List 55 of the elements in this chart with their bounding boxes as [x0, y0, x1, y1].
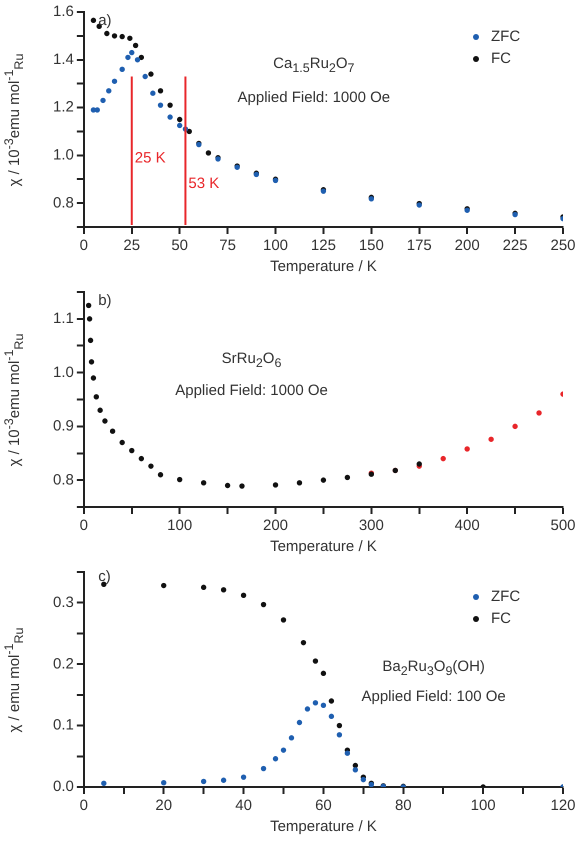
- x-tick-label: 150: [358, 237, 384, 254]
- legend-label: FC: [491, 49, 511, 69]
- annotation: Applied Field: 100 Oe: [361, 688, 506, 706]
- ref-line-label: 25 K: [134, 149, 166, 166]
- x-tick-label: 100: [167, 517, 192, 534]
- x-tick-label: 0: [80, 797, 88, 814]
- annotation: Ba$_{2}$Ru$_{3}$O$_{9}$(OH): [382, 658, 485, 678]
- x-tick-label: 125: [310, 237, 336, 254]
- y-tick-label: 1.2: [52, 98, 74, 116]
- annotation: SrRu$_{2}$O$_{6}$: [222, 350, 282, 370]
- x-tick-label: 225: [502, 237, 528, 254]
- y-tick-label: 0.0: [52, 778, 74, 796]
- x-tick-label: 25: [123, 237, 140, 254]
- x-tick-label: 200: [454, 237, 480, 254]
- x-tick-label: 80: [394, 797, 412, 814]
- legend-label: FC: [491, 609, 511, 629]
- x-tick-label: 400: [454, 517, 480, 534]
- y-tick-label: 0.1: [52, 716, 74, 734]
- x-tick-label: 500: [550, 517, 576, 534]
- x-tick-label: 0: [80, 517, 88, 534]
- x-axis-title: Temperature / K: [270, 818, 377, 836]
- x-tick-label: 175: [406, 237, 432, 254]
- y-tick-label: 0.8: [52, 471, 74, 488]
- y-tick-label: 0.8: [52, 194, 74, 212]
- y-tick-label: 1.0: [52, 364, 74, 381]
- legend-label: ZFC: [491, 27, 520, 47]
- y-tick-label: 1.4: [52, 50, 74, 68]
- y-tick-label: 0.9: [52, 418, 74, 435]
- x-tick-label: 100: [470, 797, 496, 814]
- x-tick-label: 300: [358, 517, 384, 534]
- x-tick-label: 200: [262, 517, 288, 534]
- y-tick-label: 1.0: [52, 146, 74, 164]
- x-tick-label: 0: [80, 237, 88, 254]
- x-tick-label: 60: [315, 797, 332, 814]
- x-tick-label: 120: [550, 797, 576, 814]
- x-tick-label: 75: [219, 237, 236, 254]
- annotation: Ca$_{1.5}$Ru$_{2}$O$_{7}$: [273, 55, 354, 75]
- y-tick-label: 0.2: [52, 655, 74, 672]
- legend-label: ZFC: [491, 587, 520, 607]
- x-axis-title: Temperature / K: [270, 538, 377, 556]
- annotation: b): [98, 292, 112, 309]
- x-tick-label: 40: [235, 797, 252, 814]
- x-tick-label: 250: [550, 237, 576, 254]
- y-tick-label: 0.3: [52, 594, 74, 611]
- annotation: c): [98, 568, 111, 585]
- x-tick-label: 20: [155, 797, 172, 814]
- y-tick-label: 1.1: [52, 310, 74, 328]
- annotation: a): [98, 12, 112, 29]
- x-axis-title: Temperature / K: [270, 258, 377, 276]
- ref-line-label: 53 K: [188, 175, 220, 192]
- annotation: Applied Field: 1000 Oe: [175, 382, 328, 400]
- annotation: Applied Field: 1000 Oe: [238, 89, 390, 106]
- x-tick-label: 100: [262, 237, 288, 254]
- x-tick-label: 50: [171, 237, 188, 254]
- y-tick-label: 1.6: [52, 3, 74, 20]
